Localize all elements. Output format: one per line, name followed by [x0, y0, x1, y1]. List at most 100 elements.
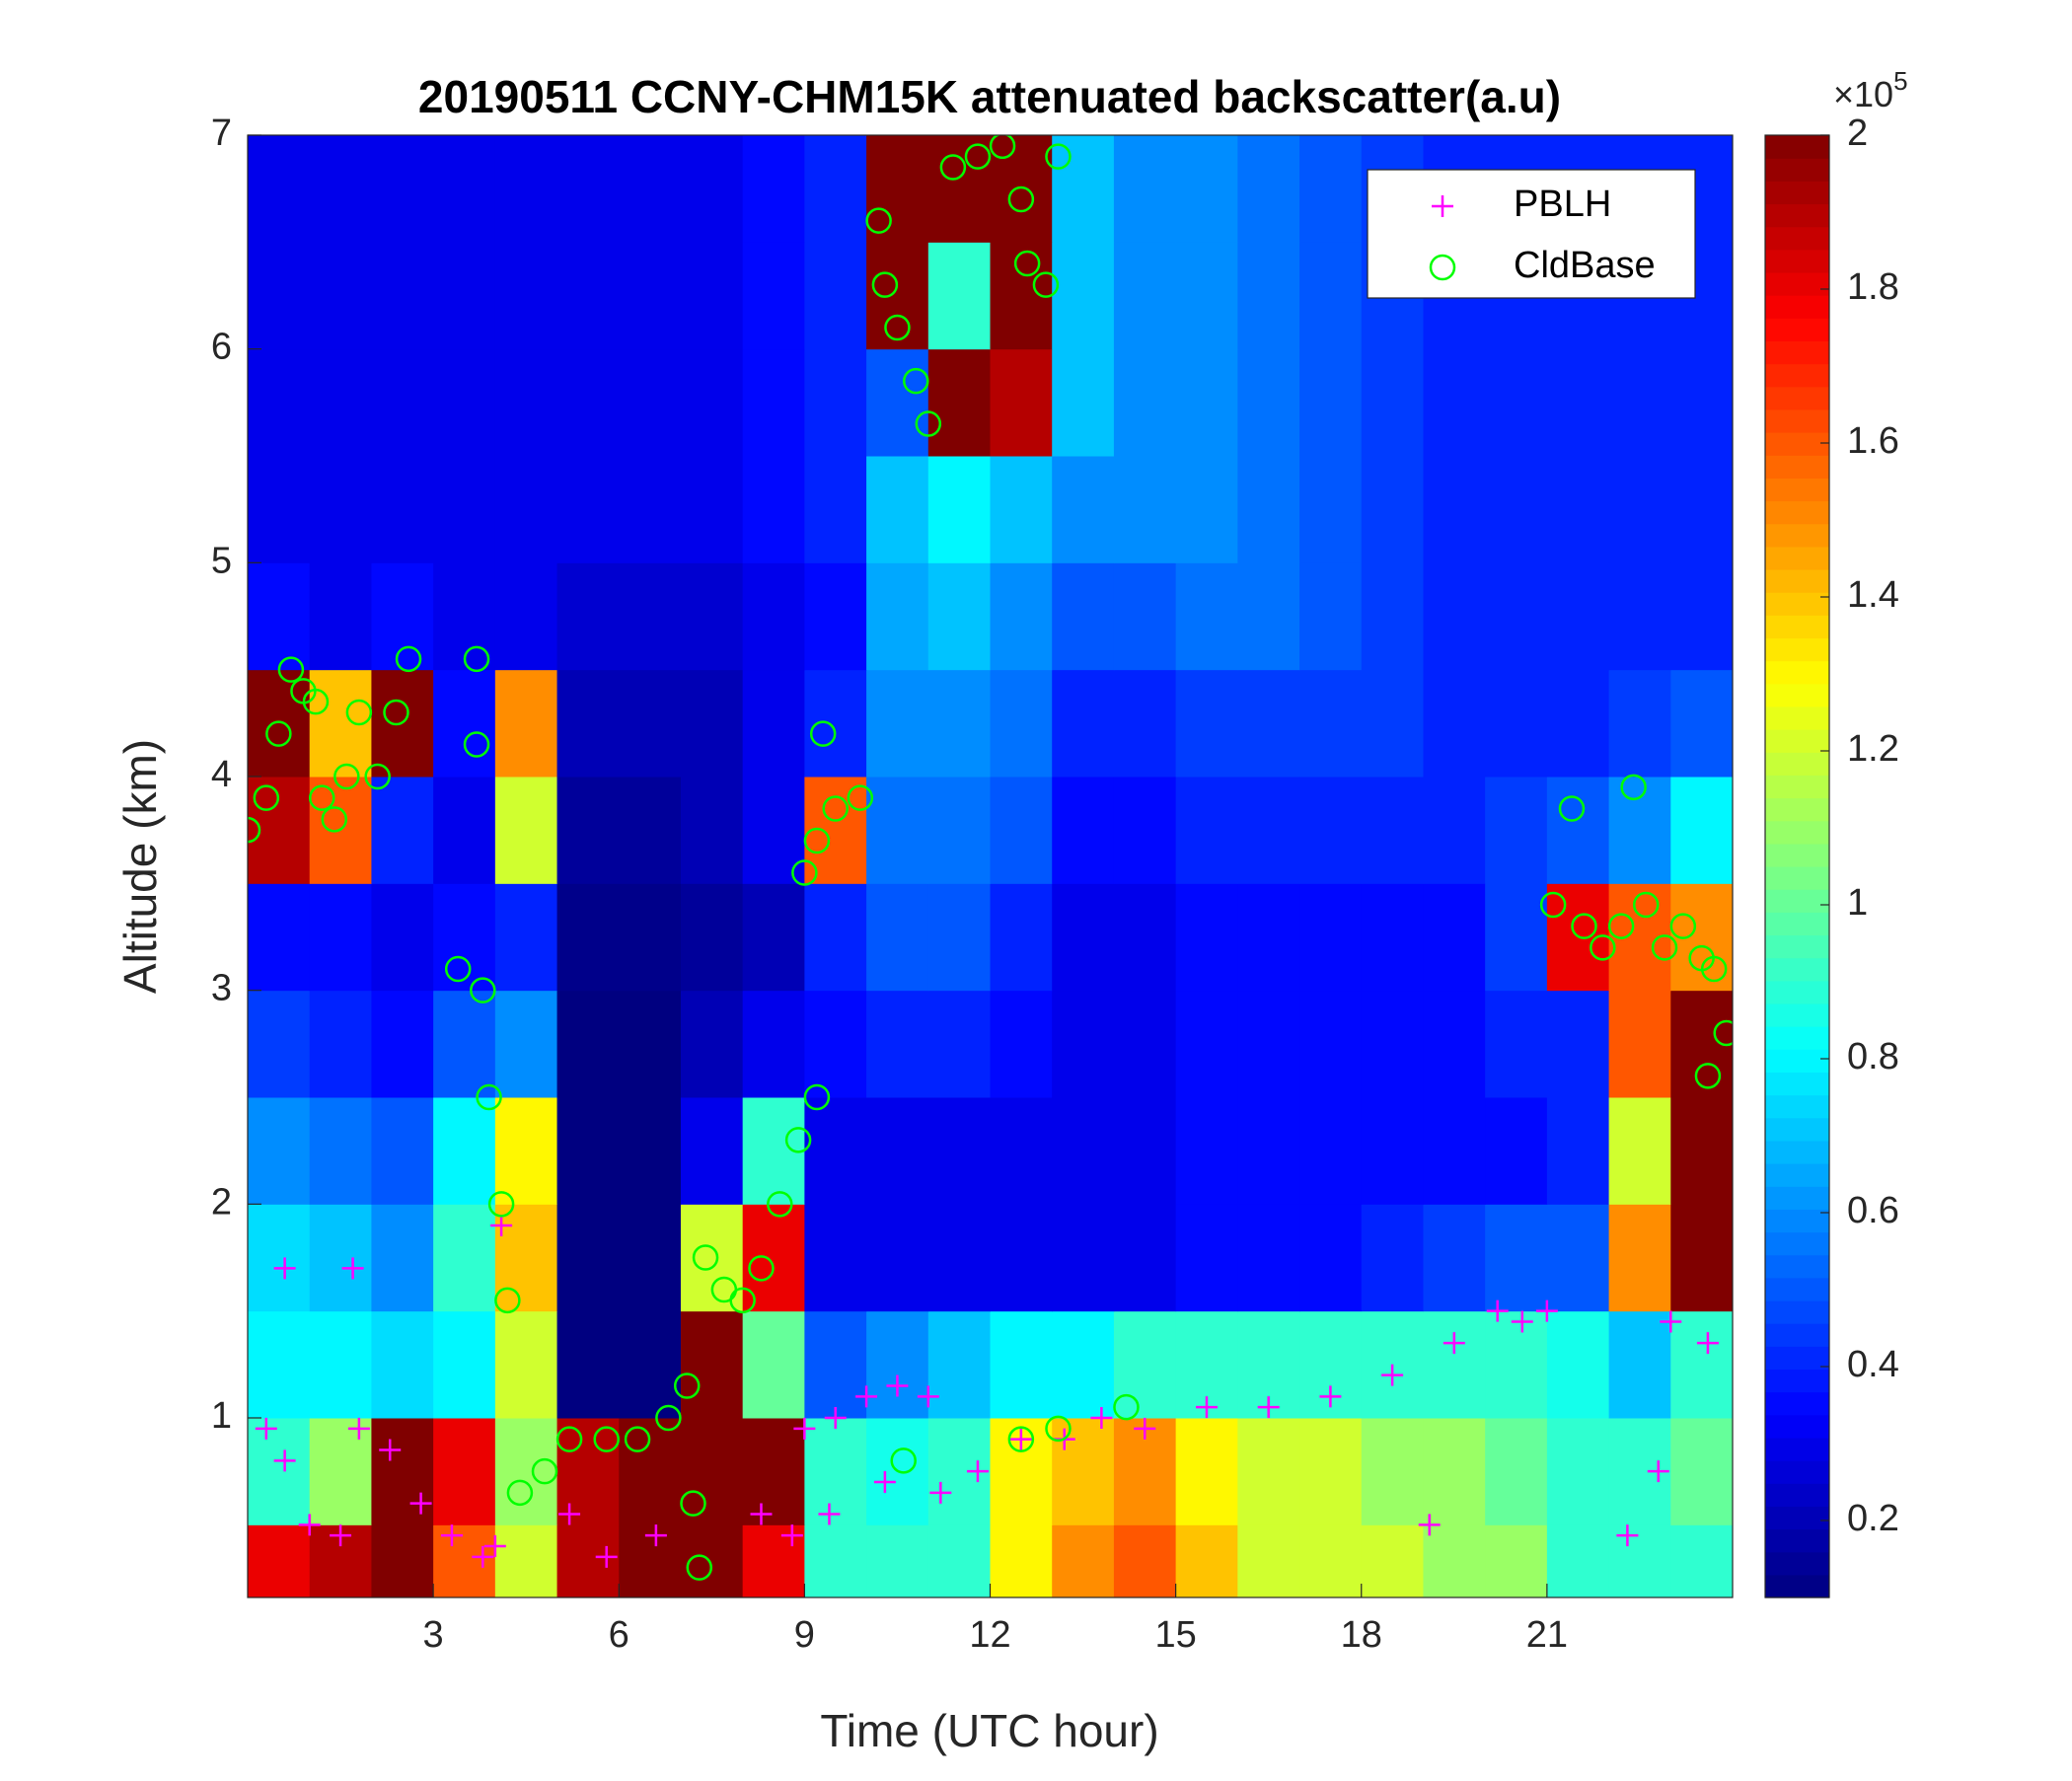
heatmap-cell: [371, 1524, 434, 1597]
colorbar-step: [1765, 1528, 1829, 1553]
colorbar-step: [1765, 1369, 1829, 1393]
pblh-marker: [1511, 1310, 1533, 1333]
heatmap-cell: [619, 1204, 682, 1312]
x-tick-label: 9: [794, 1614, 815, 1656]
heatmap-cell: [1113, 1204, 1177, 1312]
heatmap-cell: [1423, 1418, 1486, 1525]
heatmap: [248, 135, 1733, 1597]
heatmap-cell: [1175, 135, 1238, 243]
heatmap-cell: [1608, 456, 1671, 563]
colorbar-step: [1765, 135, 1829, 159]
heatmap-cell: [927, 1310, 991, 1419]
colorbar-step: [1765, 1323, 1829, 1347]
y-tick-label: 5: [211, 540, 232, 581]
axes: 3 6 9 12 15 18 2112345670.20.40.60.811.21.41.6…: [211, 112, 1899, 1656]
heatmap-cell: [556, 562, 620, 671]
heatmap-cell: [866, 777, 929, 884]
pblh-marker: [644, 1524, 667, 1547]
heatmap-cell: [1485, 456, 1548, 563]
heatmap-cell: [1670, 348, 1733, 457]
heatmap-cell: [248, 135, 311, 243]
cldbase-marker: [809, 720, 837, 747]
multiplier-base: ×10: [1833, 74, 1893, 114]
cldbase-marker: [487, 1191, 515, 1218]
heatmap-cell: [990, 456, 1053, 563]
heatmap-cell: [990, 562, 1053, 671]
cldbase-marker: [1539, 891, 1567, 919]
heatmap-cell: [1175, 669, 1238, 778]
colorbar-step: [1765, 318, 1829, 342]
cldbase-marker: [1113, 1393, 1140, 1421]
cldbase-marker: [345, 699, 373, 726]
heatmap-cell: [1361, 348, 1424, 457]
heatmap-cell: [804, 1204, 867, 1312]
heatmap-cell: [927, 562, 991, 671]
heatmap-cell: [1608, 990, 1671, 1098]
heatmap-cell: [927, 669, 991, 778]
heatmap-cell: [1299, 669, 1363, 778]
heatmap-cell: [619, 562, 682, 671]
heatmap-cell: [927, 348, 991, 457]
cldbase-marker: [309, 784, 335, 811]
heatmap-cell: [804, 1524, 867, 1597]
heatmap-cell: [371, 562, 434, 671]
heatmap-cell: [1361, 1204, 1424, 1312]
heatmap-cell: [1423, 1524, 1486, 1597]
heatmap-cell: [494, 883, 558, 992]
heatmap-cell: [804, 669, 867, 778]
heatmap-cell: [1175, 1204, 1238, 1312]
colorbar-step: [1765, 637, 1829, 662]
heatmap-cell: [556, 135, 620, 243]
heatmap-cell: [309, 348, 372, 457]
pblh-marker: [855, 1385, 878, 1408]
heatmap-cell: [1237, 777, 1300, 884]
colorbar-step: [1765, 912, 1829, 936]
heatmap-cell: [619, 242, 682, 350]
heatmap-cell: [990, 348, 1053, 457]
heatmap-cell: [1175, 1418, 1238, 1525]
cldbase-marker: [1032, 271, 1060, 298]
colorbar-step: [1765, 523, 1829, 548]
heatmap-cell: [494, 1310, 558, 1419]
colorbar-frame: [1764, 134, 1830, 1598]
colorbar-tick-label: 1.8: [1847, 266, 1899, 308]
heatmap-cell: [619, 669, 682, 778]
colorbar-step: [1765, 1117, 1829, 1142]
heatmap-cell: [1237, 242, 1300, 350]
heatmap-cell: [248, 1418, 311, 1525]
colorbar-tick-label: 0.8: [1847, 1036, 1899, 1077]
heatmap-cell: [1175, 990, 1238, 1098]
heatmap-cell: [680, 990, 744, 1098]
heatmap-cell: [1485, 990, 1548, 1098]
heatmap-cell: [619, 1418, 682, 1525]
heatmap-cell: [619, 883, 682, 992]
heatmap-cell: [1608, 348, 1671, 457]
colorbar-step: [1765, 1346, 1829, 1371]
heatmap-cell: [742, 562, 805, 671]
pblh-marker: [409, 1492, 432, 1515]
heatmap-cell: [433, 1418, 496, 1525]
cldbase-marker: [463, 731, 490, 758]
cldbase-marker: [890, 1447, 917, 1474]
x-tick-label: 18: [1341, 1614, 1382, 1656]
cldbase-marker: [265, 720, 292, 747]
heatmap-cell: [1546, 669, 1610, 778]
cldbase-marker: [1700, 955, 1728, 983]
heatmap-cell: [1361, 1418, 1424, 1525]
heatmap-cell: [371, 135, 434, 243]
heatmap-cell: [804, 135, 867, 243]
colorbar-step: [1765, 386, 1829, 410]
pblh-marker: [347, 1417, 370, 1440]
cldbase-marker: [748, 1255, 775, 1282]
heatmap-cell: [927, 990, 991, 1098]
heatmap-cell: [1670, 562, 1733, 671]
cldbase-marker: [989, 135, 1016, 160]
legend-box: [1367, 169, 1696, 299]
colorbar-tick-label: 2: [1847, 112, 1868, 154]
colorbar-step: [1765, 203, 1829, 228]
heatmap-cell: [742, 1524, 805, 1597]
cldbase-marker: [915, 410, 942, 437]
heatmap-cell: [309, 242, 372, 350]
heatmap-cell: [1113, 562, 1177, 671]
